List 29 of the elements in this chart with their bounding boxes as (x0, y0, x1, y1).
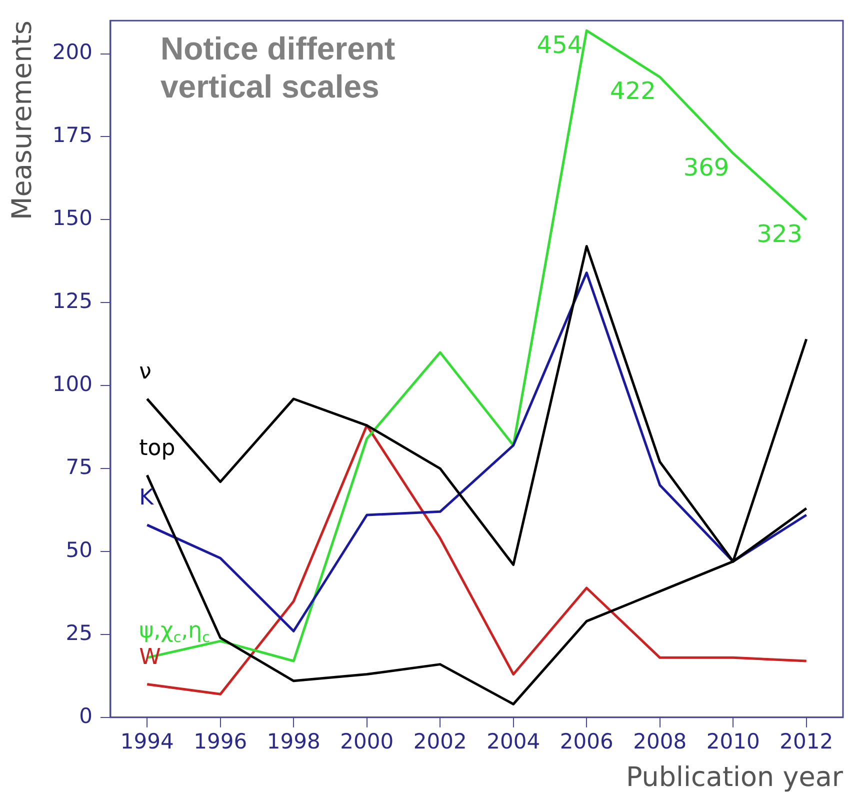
y-axis-title: Measurements (7, 20, 38, 220)
y-tick-label: 0 (79, 704, 92, 728)
x-tick-label: 2002 (413, 729, 467, 754)
y-tick-label: 50 (66, 538, 92, 562)
y-tick-label: 25 (66, 620, 92, 645)
y-tick-label: 200 (52, 40, 92, 64)
x-tick-label: 2004 (486, 729, 540, 754)
x-tick-label: 1996 (194, 729, 248, 754)
x-tick-label: 2000 (340, 729, 394, 754)
annotation: 323 (756, 220, 802, 248)
annotation: 422 (610, 77, 656, 106)
y-tick-label: 75 (66, 454, 92, 479)
annotation: 454 (536, 30, 583, 59)
series-label: top (139, 436, 176, 461)
y-tick-label: 100 (52, 372, 92, 396)
x-tick-label: 1994 (120, 729, 174, 754)
y-tick-label: 150 (52, 206, 92, 230)
x-tick-label: 2006 (560, 729, 614, 754)
y-tick-label: 125 (52, 289, 92, 314)
x-tick-label: 2012 (780, 729, 834, 754)
x-tick-label: 1998 (266, 729, 320, 754)
x-tick-label: 2008 (633, 729, 687, 754)
y-tick-label: 175 (52, 123, 92, 148)
x-axis-title: Publication year (626, 762, 844, 793)
x-tick-label: 2010 (706, 729, 760, 754)
series-label: K (139, 486, 154, 511)
annotation: 369 (683, 154, 730, 182)
annotation: Notice different vertical scales (160, 30, 396, 104)
series-label: ν (139, 360, 152, 385)
